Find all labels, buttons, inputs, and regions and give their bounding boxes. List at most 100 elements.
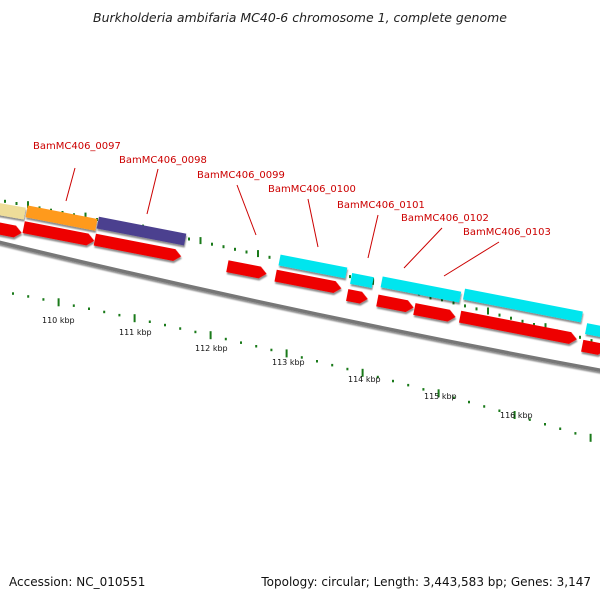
- feature-cyan-0100[interactable]: [278, 254, 348, 279]
- ruler-minor-tick: [179, 327, 182, 330]
- cds-arrow[interactable]: [376, 294, 415, 314]
- feature-khaki[interactable]: [0, 202, 26, 220]
- ruler-minor-tick: [528, 418, 531, 421]
- feature-cyan-edge[interactable]: [585, 323, 600, 338]
- accession-text: Accession: NC_010551: [9, 575, 145, 589]
- position-label: 111 kbp: [119, 328, 152, 337]
- ruler-major-tick: [589, 433, 592, 442]
- ruler-major-tick: [513, 411, 516, 419]
- minor-tick: [15, 202, 18, 205]
- minor-tick: [464, 304, 466, 308]
- ruler-minor-tick: [240, 341, 242, 344]
- ruler-minor-tick: [407, 383, 410, 387]
- ruler-minor-tick: [103, 310, 106, 314]
- cds-arrow[interactable]: [93, 233, 183, 263]
- feature-cyan-0103[interactable]: [462, 288, 583, 323]
- cds-arrow[interactable]: [458, 310, 578, 345]
- cds-arrow[interactable]: [581, 339, 600, 356]
- cds-arrow[interactable]: [22, 221, 96, 247]
- ruler-minor-tick: [483, 405, 486, 408]
- ruler-minor-tick: [452, 396, 455, 399]
- minor-tick: [188, 237, 190, 241]
- cds-arrow[interactable]: [226, 260, 268, 279]
- minor-tick: [234, 247, 236, 251]
- ruler-minor-tick: [376, 375, 379, 379]
- ruler-major-tick: [57, 298, 60, 307]
- gene-label-0100[interactable]: BamMC406_0100: [268, 184, 356, 195]
- position-label: 113 kbp: [272, 358, 305, 367]
- position-ruler: [12, 292, 592, 442]
- ruler-major-tick: [133, 314, 136, 323]
- cds-arrow[interactable]: [0, 221, 23, 239]
- ruler-minor-tick: [559, 427, 562, 430]
- gene-label-0097[interactable]: BamMC406_0097: [33, 141, 121, 152]
- ruler-minor-tick: [392, 379, 394, 383]
- minor-tick: [4, 199, 6, 203]
- minor-tick: [590, 339, 593, 343]
- minor-tick: [349, 275, 351, 279]
- feature-purple[interactable]: [96, 216, 187, 246]
- ruler-minor-tick: [574, 432, 577, 435]
- position-label: 110 kbp: [42, 316, 75, 325]
- minor-tick: [510, 316, 512, 320]
- feature-orange[interactable]: [25, 205, 98, 231]
- minor-tick: [441, 298, 443, 302]
- ruler-minor-tick: [498, 409, 501, 412]
- ruler-major-tick: [209, 331, 212, 340]
- cds-arrow[interactable]: [346, 289, 369, 305]
- ruler-minor-tick: [422, 388, 425, 391]
- minor-tick: [211, 242, 213, 246]
- minor-tick: [533, 323, 535, 326]
- gene-label-0102[interactable]: BamMC406_0102: [401, 213, 489, 224]
- feature-cyan-0101[interactable]: [350, 272, 374, 288]
- major-tick: [372, 277, 374, 285]
- gene-label-0098[interactable]: BamMC406_0098: [119, 155, 207, 166]
- minor-tick: [268, 255, 271, 259]
- major-tick: [544, 323, 547, 331]
- gene-label-0099[interactable]: BamMC406_0099: [197, 170, 285, 181]
- ruler-major-tick: [361, 368, 364, 377]
- position-label: 115 kbp: [424, 392, 457, 401]
- ruler-minor-tick: [148, 320, 151, 323]
- position-label: 114 kbp: [348, 375, 381, 384]
- ruler-minor-tick: [42, 298, 45, 301]
- ruler-major-tick: [437, 389, 440, 398]
- ruler-minor-tick: [118, 313, 121, 317]
- ruler-minor-tick: [194, 330, 197, 334]
- gene-label-0103[interactable]: BamMC406_0103: [463, 227, 551, 238]
- minor-tick: [521, 319, 524, 323]
- ruler-minor-tick: [316, 360, 318, 363]
- minor-tick: [222, 245, 225, 249]
- ruler-minor-tick: [255, 345, 258, 348]
- major-tick: [27, 201, 29, 209]
- ruler-minor-tick: [72, 304, 75, 307]
- page-title: Burkholderia ambifaria MC40-6 chromosome…: [93, 10, 507, 25]
- position-label: 116 kbp: [500, 411, 533, 420]
- minor-tick: [452, 301, 455, 305]
- major-tick: [199, 237, 202, 245]
- ruler-minor-tick: [331, 363, 334, 367]
- ruler-minor-tick: [544, 423, 546, 426]
- ruler-minor-tick: [346, 367, 349, 371]
- ruler-minor-tick: [27, 295, 30, 298]
- position-label: 112 kbp: [195, 344, 228, 353]
- minor-tick: [245, 250, 248, 254]
- ruler-major-tick: [285, 349, 288, 358]
- ruler-minor-tick: [12, 292, 14, 295]
- ruler-minor-tick: [88, 307, 90, 310]
- major-tick: [257, 250, 259, 258]
- cds-arrow[interactable]: [274, 269, 342, 295]
- position-labels: 110 kbp 111 kbp 112 kbp 113 kbp 114 kbp …: [42, 316, 533, 420]
- cds-arrow[interactable]: [413, 303, 457, 323]
- gene-labels: BamMC406_0097 BamMC406_0098 BamMC406_009…: [33, 141, 551, 238]
- gene-label-0101[interactable]: BamMC406_0101: [337, 200, 425, 211]
- ruler-minor-tick: [224, 337, 227, 341]
- feature-cyan-0102[interactable]: [380, 276, 462, 303]
- genome-backbone: [0, 240, 600, 372]
- ruler-minor-tick: [300, 356, 303, 359]
- minor-tick: [498, 313, 501, 317]
- minor-tick: [579, 335, 581, 339]
- gene-label-leaders: [65, 167, 500, 277]
- major-tick: [487, 307, 489, 315]
